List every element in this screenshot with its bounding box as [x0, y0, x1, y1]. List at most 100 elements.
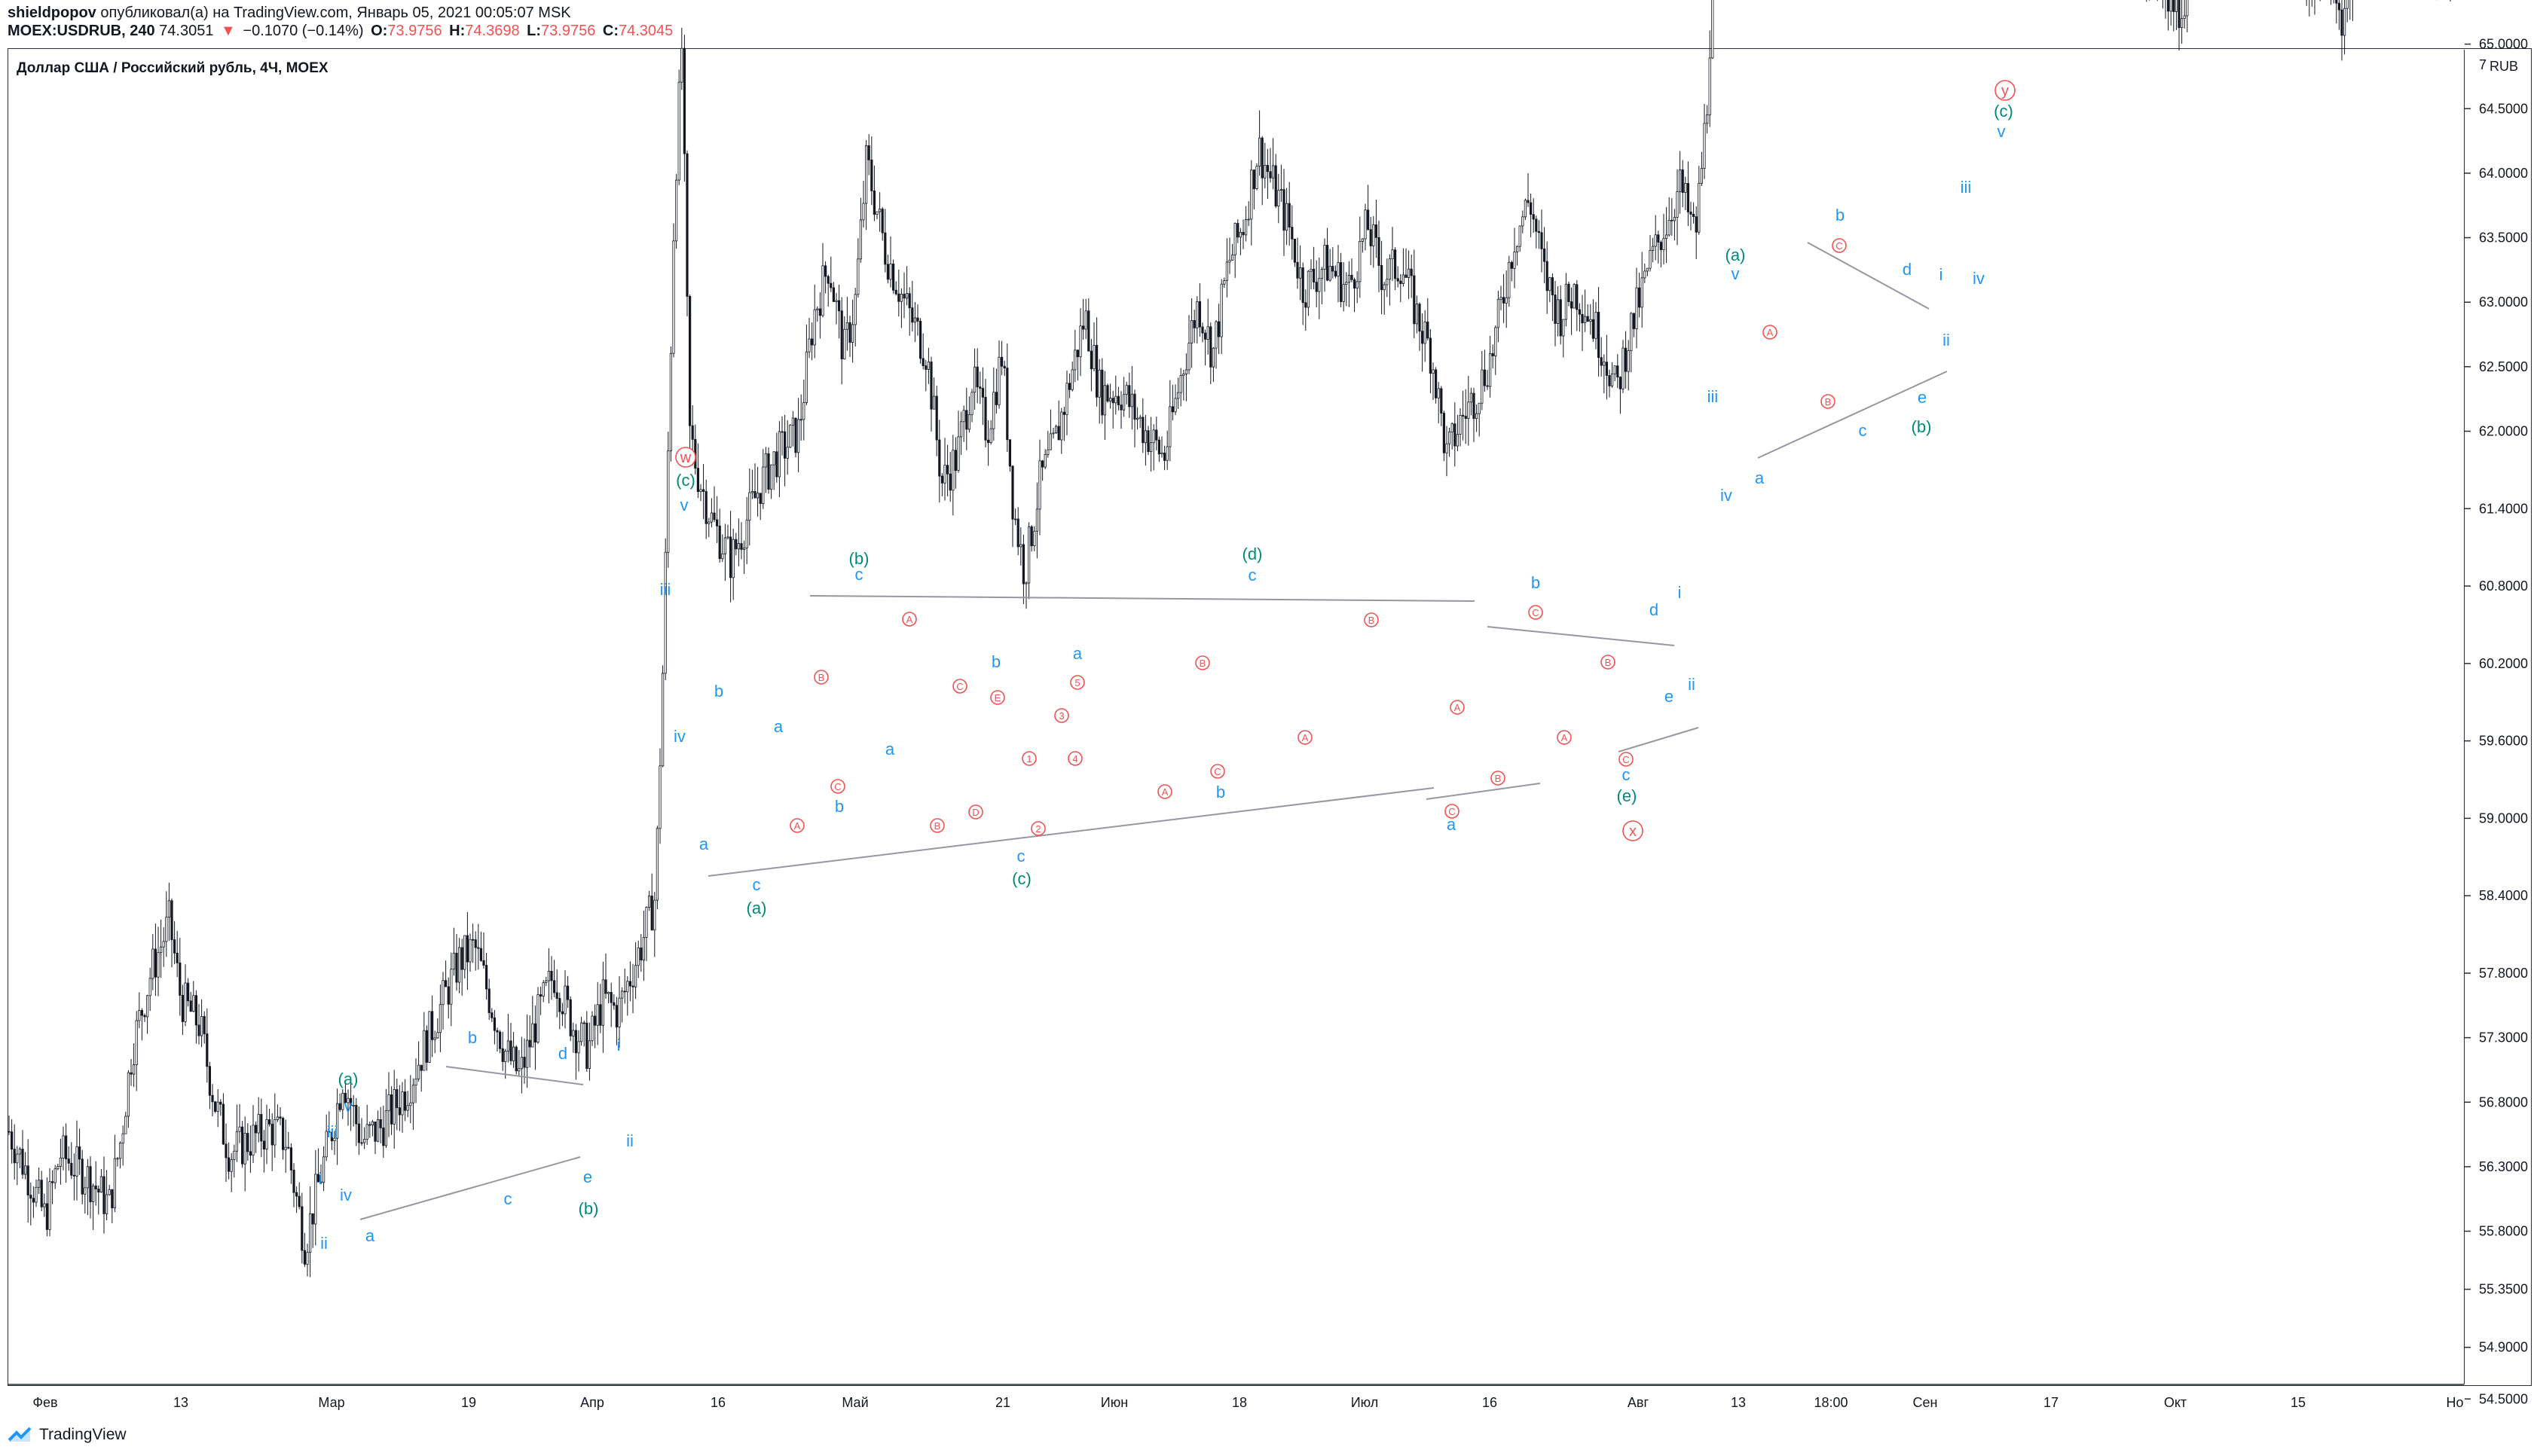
- candle-body: [976, 366, 979, 388]
- candle-body: [794, 417, 797, 453]
- candle-body: [1540, 232, 1543, 249]
- price-tick-label: 62.5000: [2479, 359, 2528, 374]
- candle-body: [200, 1015, 203, 1036]
- candle-body: [759, 493, 762, 504]
- candle-body: [1212, 347, 1215, 368]
- high-label: H:: [449, 23, 466, 39]
- wave-circle-label: A: [1162, 786, 1169, 798]
- candle-body: [257, 1114, 260, 1134]
- candle-body: [1591, 319, 1594, 339]
- candle-body: [1011, 465, 1014, 520]
- candle-body: [230, 1159, 233, 1172]
- wave-label: iii: [327, 1122, 338, 1141]
- candle-body: [1432, 369, 1435, 374]
- price-axis[interactable]: [2464, 50, 2531, 1384]
- candle-body: [1627, 350, 1630, 372]
- candle-body: [786, 447, 789, 459]
- candle-body: [94, 1186, 97, 1189]
- candle-body: [1252, 169, 1255, 190]
- candle-body: [1142, 417, 1145, 444]
- price-tick-label: 58.4000: [2479, 888, 2528, 903]
- candle-body: [1057, 426, 1060, 441]
- wave-label: (b): [579, 1199, 599, 1218]
- candle-body: [488, 988, 491, 1013]
- candle-body: [1481, 369, 1484, 404]
- candle-body: [797, 419, 800, 453]
- candle-body: [1055, 426, 1058, 434]
- candle-body: [528, 1039, 531, 1048]
- candle-body: [1269, 171, 1272, 179]
- candle-body: [691, 425, 694, 440]
- candle-body: [1562, 319, 1565, 337]
- time-tick-label: Авг: [1628, 1395, 1649, 1410]
- wave-circle-marker: [675, 447, 696, 468]
- candle-body: [1272, 165, 1275, 179]
- time-tick-label: Июн: [1101, 1395, 1128, 1410]
- candle-body: [1093, 345, 1096, 370]
- candle-body: [458, 947, 461, 983]
- candle-body: [262, 1140, 266, 1149]
- price-tick-label: 64.0000: [2479, 166, 2528, 181]
- candle-body: [2346, 0, 2349, 9]
- wave-circle-label: B: [818, 672, 825, 683]
- wave-circle-label: A: [1561, 732, 1568, 743]
- candle-body: [235, 1131, 239, 1152]
- candle-body: [1700, 168, 1703, 184]
- candle-body: [1567, 283, 1570, 302]
- candle-body: [1179, 375, 1182, 393]
- change-down-icon: ▼: [221, 23, 236, 39]
- candle-body: [547, 970, 551, 981]
- tradingview-logo[interactable]: TradingView: [8, 1426, 127, 1444]
- chart-frame: [8, 48, 2532, 1386]
- candle-body: [1545, 261, 1548, 292]
- candle-body: [84, 1187, 87, 1195]
- candle-body: [78, 1146, 81, 1160]
- candle-body: [396, 1089, 399, 1109]
- candle-body: [62, 1135, 65, 1158]
- candle-body: [1084, 310, 1087, 330]
- candle-body: [1423, 321, 1426, 344]
- candle-body: [72, 1174, 75, 1177]
- candle-body: [737, 543, 741, 550]
- wave-circle-label: E: [995, 692, 1001, 704]
- candle-body: [515, 1046, 518, 1072]
- candle-body: [1513, 252, 1516, 269]
- candle-body: [1556, 299, 1560, 324]
- candle-body: [433, 1037, 436, 1040]
- candle-body: [1600, 357, 1603, 366]
- candle-body: [1310, 268, 1313, 272]
- time-tick-label: 16: [711, 1395, 726, 1410]
- candle-body: [1120, 404, 1123, 411]
- candle-body: [398, 1107, 402, 1116]
- candle-body: [862, 203, 865, 221]
- candle-body: [1581, 313, 1584, 324]
- wave-label: ii: [626, 1131, 634, 1150]
- candle-body: [1518, 225, 1521, 247]
- candle-body: [640, 947, 643, 961]
- wave-circle-marker: [930, 818, 945, 833]
- candle-body: [1279, 189, 1282, 191]
- candle-body: [1123, 394, 1126, 411]
- candle-body: [764, 453, 768, 468]
- candle-body: [935, 395, 938, 441]
- candle-body: [1171, 406, 1174, 413]
- candle-body: [1429, 337, 1432, 374]
- wave-circle-label: B: [1605, 657, 1612, 668]
- price-tick-label: 63.0000: [2479, 295, 2528, 310]
- candle-body: [428, 1011, 431, 1063]
- wave-label: e: [1664, 687, 1673, 706]
- candle-body: [1383, 284, 1386, 291]
- candle-body: [1657, 234, 1660, 243]
- candle-body: [425, 1030, 429, 1063]
- candle-body: [1548, 277, 1551, 292]
- candle-body: [680, 47, 683, 83]
- candle-body: [238, 1126, 241, 1132]
- trend-line: [1487, 626, 1675, 646]
- candle-body: [1472, 392, 1475, 419]
- candle-body: [1068, 383, 1071, 390]
- candle-body: [1033, 530, 1036, 547]
- wave-circle-label: C: [956, 681, 963, 692]
- wave-circle-label: C: [1622, 754, 1629, 765]
- candle-body: [723, 537, 727, 554]
